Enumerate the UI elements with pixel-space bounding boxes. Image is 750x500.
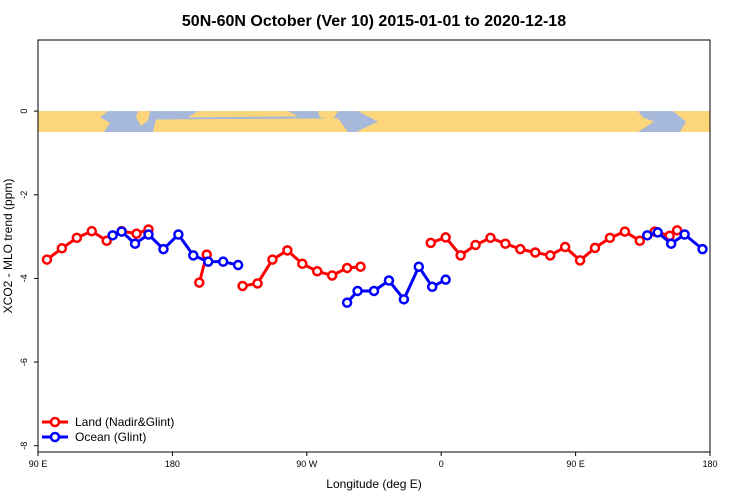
series-1-point-0-8 [217, 256, 229, 267]
series-0-point-3-4 [485, 232, 496, 244]
series-0-point-2-5 [312, 266, 323, 277]
series-1-point-2-2 [665, 238, 677, 249]
series-1-point-1-1 [352, 285, 363, 297]
series-1-point-2-1 [652, 227, 663, 238]
chart-title: 50N-60N October (Ver 10) 2015-01-01 to 2… [182, 13, 566, 30]
series-0-point-2-0 [237, 280, 248, 292]
series-1-point-0-4 [158, 243, 169, 255]
land-mass-5 [356, 111, 654, 133]
series-1-point-1-2 [368, 285, 380, 297]
series-1-point-1-3 [383, 275, 395, 286]
land-mass-3 [188, 111, 298, 118]
land-mass-0 [38, 111, 110, 133]
y-tick-label-4: -8 [19, 442, 29, 450]
series-0-point-0-3 [86, 225, 98, 237]
series-0-point-3-10 [574, 255, 586, 266]
series-0-point-2-2 [267, 254, 278, 265]
series-1-line-0 [112, 230, 239, 267]
series-0-point-3-1 [440, 232, 451, 243]
series-0-point-3-11 [589, 242, 601, 254]
series-0-point-1-0 [194, 277, 205, 288]
series-layer [41, 224, 708, 308]
series-1-point-1-5 [413, 261, 425, 272]
series-0-point-3-12 [604, 232, 616, 244]
series-1-point-2-0 [642, 230, 653, 241]
series-0-point-0-4 [101, 235, 112, 247]
series-0 [41, 224, 683, 292]
plot-frame [37, 39, 711, 453]
x-tick-label-3: 0 [439, 459, 444, 469]
series-0-point-0-1 [56, 243, 68, 254]
series-0-point-3-3 [470, 239, 481, 251]
x-tick-label-5: 180 [702, 459, 717, 469]
series-0-point-3-17 [671, 225, 683, 236]
series-0-point-3-9 [559, 241, 571, 253]
series-0-point-0-0 [41, 254, 53, 265]
series-0-point-0-2 [71, 232, 83, 244]
x-axis-label: Longitude (deg E) [326, 477, 421, 491]
land-mass-2 [153, 118, 348, 133]
land-mass-1 [136, 111, 150, 126]
land-mass-6 [673, 111, 710, 133]
series-1-point-0-2 [129, 238, 141, 249]
legend-item-ocean: Ocean (Glint) [42, 430, 146, 444]
legend: Land (Nadir&Glint) Ocean (Glint) [42, 415, 174, 444]
series-0-point-2-3 [282, 245, 293, 256]
series-0-point-3-5 [500, 238, 511, 249]
legend-marker-land [49, 416, 61, 428]
map-band [38, 111, 710, 133]
series-1 [107, 226, 708, 308]
series-0-point-2-7 [341, 262, 353, 274]
legend-item-land: Land (Nadir&Glint) [42, 415, 174, 429]
series-1-point-2-3 [679, 229, 690, 240]
x-tick-label-1: 180 [165, 459, 180, 469]
series-0-point-3-2 [455, 250, 466, 261]
series-1-point-1-0 [341, 297, 353, 308]
series-0-point-0-6 [131, 228, 142, 239]
series-1-point-1-7 [440, 274, 451, 285]
series-0-point-2-6 [326, 270, 338, 281]
series-0-point-3-0 [425, 237, 436, 249]
series-0-point-3-13 [619, 226, 631, 237]
series-0-point-3-14 [634, 235, 646, 247]
series-0-point-2-8 [355, 261, 366, 272]
legend-label-ocean: Ocean (Glint) [75, 430, 146, 444]
series-1-point-0-0 [107, 230, 118, 241]
series-1-point-0-6 [188, 250, 199, 261]
series-0-point-3-8 [544, 250, 556, 261]
series-0-point-2-1 [252, 278, 263, 289]
series-1-point-0-1 [116, 226, 127, 237]
series-0-point-2-4 [297, 258, 308, 270]
y-tick-label-1: -2 [19, 191, 29, 199]
y-tick-label-3: -6 [19, 358, 29, 366]
land-mass-4 [318, 111, 338, 120]
series-1-point-0-7 [202, 256, 214, 267]
x-tick-label-4: 90 E [566, 459, 585, 469]
series-0-point-3-7 [530, 247, 541, 258]
series-1-point-0-9 [232, 259, 244, 271]
series-1-point-1-4 [398, 294, 410, 305]
series-1-point-2-4 [697, 243, 708, 255]
x-tick-label-2: 90 W [296, 459, 318, 469]
map-band-land [38, 111, 710, 133]
y-axis-label: XCO2 - MLO trend (ppm) [1, 179, 15, 314]
series-0-point-3-6 [515, 243, 526, 255]
y-axis: 0 -2 -4 -6 -8 [19, 109, 38, 450]
x-tick-label-0: 90 E [29, 459, 48, 469]
x-axis: 90 E 180 90 W 0 90 E 180 [29, 452, 718, 469]
y-tick-label-0: 0 [19, 109, 29, 114]
series-1-point-1-6 [426, 281, 438, 293]
y-tick-label-2: -4 [19, 274, 29, 282]
series-1-point-0-5 [173, 229, 184, 240]
series-1-point-0-3 [143, 229, 154, 240]
legend-marker-ocean [49, 431, 61, 443]
legend-label-land: Land (Nadir&Glint) [75, 415, 174, 429]
